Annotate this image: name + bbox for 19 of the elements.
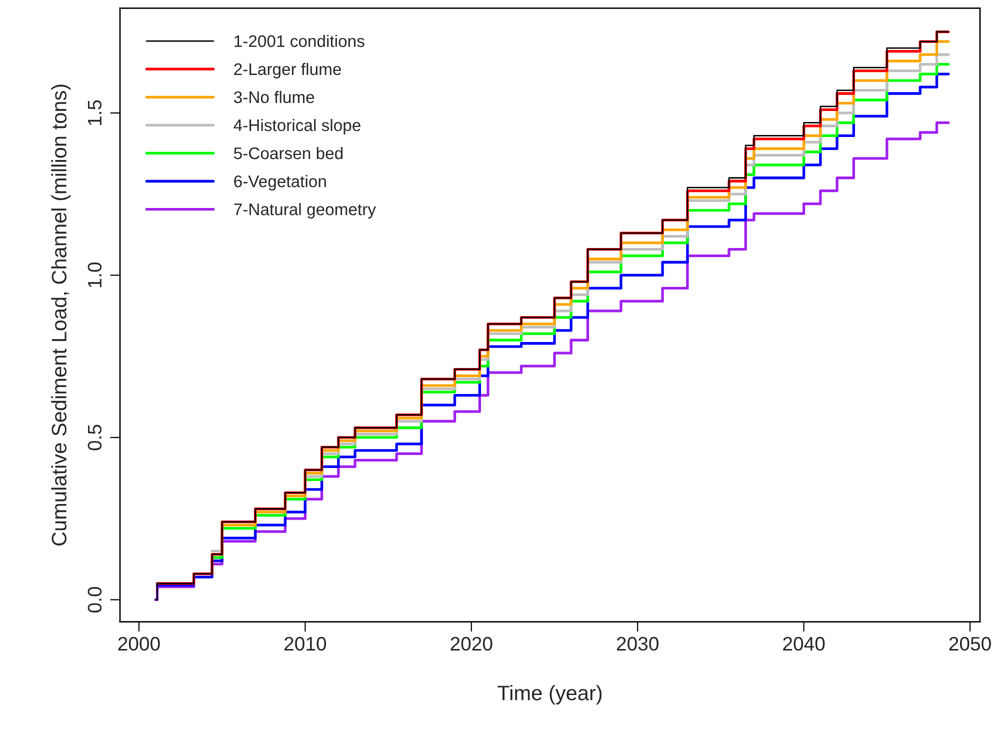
x-axis-title: Time (year) (498, 685, 602, 704)
legend-label: 5-Coarsen bed (234, 146, 343, 160)
legend-label: 1-2001 conditions (234, 34, 364, 48)
x-tick-label: 2000 (118, 636, 160, 651)
y-tick-label: 0.5 (88, 424, 102, 450)
x-tick-label: 2010 (284, 636, 326, 651)
x-tick-label: 2030 (616, 636, 658, 651)
y-axis-title: Cumulative Sediment Load, Channel (million tons) (51, 84, 71, 546)
legend-label: 4-Historical slope (234, 118, 360, 134)
y-tick-label: 0.0 (88, 586, 102, 612)
legend-label: 3-No flume (234, 90, 314, 104)
legend-label: 2-Larger flume (234, 62, 341, 78)
y-tick-label: 1.0 (88, 262, 102, 288)
x-tick-label: 2040 (783, 636, 825, 651)
legend-label: 7-Natural geometry (234, 203, 376, 219)
x-tick-label: 2050 (949, 636, 991, 651)
x-tick-label: 2020 (450, 636, 492, 651)
y-tick-label: 1.5 (88, 100, 102, 126)
legend-label: 6-Vegetation (234, 175, 326, 191)
